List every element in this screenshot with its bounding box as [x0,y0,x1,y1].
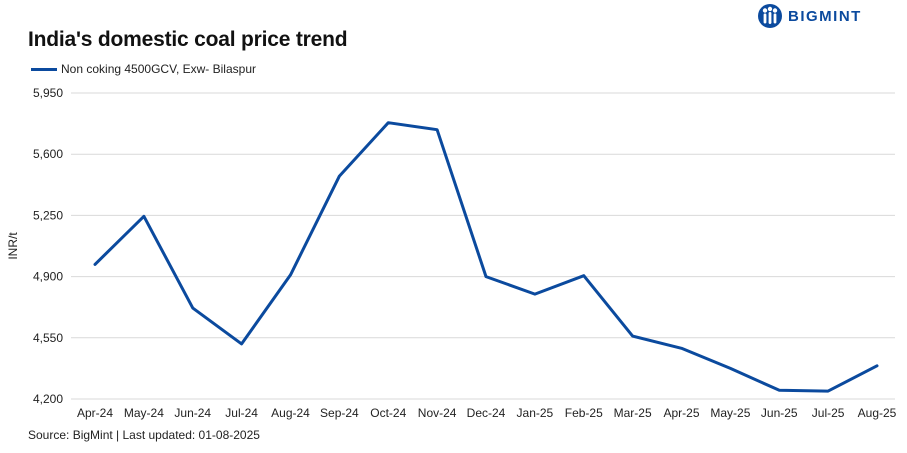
series-line [93,121,879,393]
x-tick-label: May-24 [124,406,164,420]
x-tick-label: Aug-24 [271,406,310,420]
y-tick-label: 5,250 [33,208,63,222]
x-tick-label: Jan-25 [517,406,554,420]
y-tick-label: 5,600 [33,147,63,161]
brand: BIGMINT [757,3,862,29]
source-note: Source: BigMint | Last updated: 01-08-20… [28,428,260,442]
legend-label: Non coking 4500GCV, Exw- Bilaspur [61,62,256,76]
x-tick-label: Jul-25 [812,406,845,420]
x-tick-label: Mar-25 [614,406,652,420]
y-tick-label: 4,550 [33,331,63,345]
legend: Non coking 4500GCV, Exw- Bilaspur [31,62,256,76]
brand-name: BIGMINT [788,7,862,25]
x-tick-label: Sep-24 [320,406,359,420]
x-tick-label: Jul-24 [225,406,258,420]
x-tick-label: Apr-25 [663,406,699,420]
x-tick-label: Nov-24 [418,406,457,420]
x-tick-label: Oct-24 [370,406,406,420]
y-tick-label: 4,900 [33,270,63,284]
x-tick-label: Jun-25 [761,406,798,420]
x-tick-label: Feb-25 [565,406,603,420]
chart-title: India's domestic coal price trend [28,28,348,51]
y-tick-label: 4,200 [33,392,63,406]
legend-swatch [31,67,57,71]
y-axis-label: INR/t [6,232,20,260]
x-tick-label: Dec-24 [467,406,506,420]
x-tick-label: Apr-24 [77,406,113,420]
x-tick-label: Jun-24 [174,406,211,420]
x-tick-label: May-25 [710,406,750,420]
bigmint-logo-icon [758,4,782,28]
x-tick-label: Aug-25 [858,406,897,420]
y-tick-label: 5,950 [33,86,63,100]
